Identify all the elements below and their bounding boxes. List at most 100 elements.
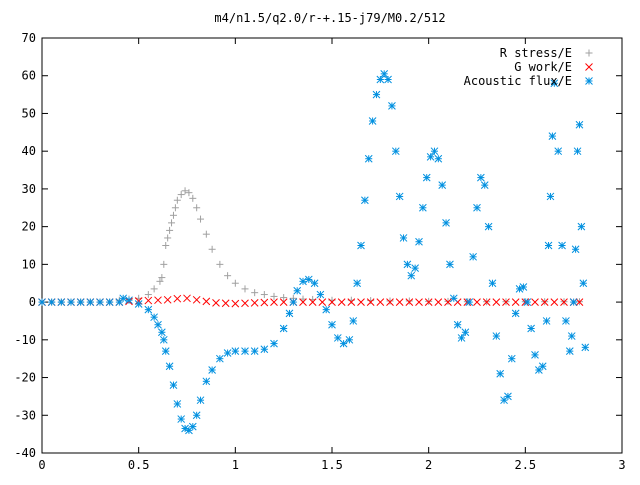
data-point [548,132,557,140]
x-tick-label: 2 [425,458,432,472]
data-point [384,75,392,84]
x-tick-label: 0 [38,458,45,472]
y-tick-label: -30 [14,408,36,422]
data-point [531,298,539,306]
data-point [565,347,574,355]
y-tick-label: 60 [22,69,36,83]
data-point [395,192,404,201]
x-tick-label: 3 [618,458,625,472]
data-point [250,347,259,355]
data-point [511,298,520,306]
data-point [185,189,193,197]
data-point [349,317,358,325]
data-point [419,203,427,212]
data-point [386,297,394,305]
chart-title: m4/n1.5/q2.0/r-+.15-j79/M0.2/512 [214,11,445,25]
data-point [192,295,201,304]
data-point [154,296,162,305]
data-point [502,298,510,306]
data-point [425,297,433,305]
data-point [465,298,474,306]
data-point [328,320,336,329]
data-point [304,275,313,284]
data-point [560,298,568,306]
data-point [280,294,288,302]
data-point [538,362,547,371]
data-point [422,173,431,182]
data-point [241,347,249,355]
data-point [212,298,220,307]
data-point [391,147,400,156]
data-point [285,309,294,318]
data-point [430,147,439,156]
data-point [347,298,356,306]
data-point [337,298,346,306]
data-point [158,274,166,282]
data-point [438,181,447,189]
data-point [160,260,168,268]
data-point [221,299,230,308]
data-point [507,354,516,363]
y-tick-label: -40 [14,446,36,460]
data-point [550,79,559,88]
data-point [403,260,412,269]
data-point [453,320,462,329]
data-point [173,294,182,303]
y-tick-label: -20 [14,371,36,385]
data-point [216,260,224,268]
data-point [368,117,377,125]
data-point [523,298,532,306]
legend-marker [585,63,593,71]
data-point [181,187,189,195]
data-point [405,298,414,306]
data-point [241,299,249,308]
data-point [316,290,325,299]
plot-frame [41,37,623,454]
data-point [162,242,170,249]
data-point [567,332,576,340]
y-tick-label: 50 [22,106,36,120]
data-point [231,347,240,355]
data-point [345,335,354,344]
legend-marker [585,49,593,57]
x-tick-label: 1.5 [321,458,343,472]
data-point [519,283,528,291]
x-tick-label: 0.5 [128,458,150,472]
data-point [372,90,381,99]
data-point [224,272,232,280]
data-point [177,415,186,423]
data-point [492,298,501,306]
data-point [554,147,563,156]
data-point [571,245,580,254]
data-point [444,298,452,306]
y-tick-label: 30 [22,182,36,196]
data-point [573,147,582,156]
data-point [231,299,240,308]
data-point [134,300,143,308]
data-point [544,241,553,250]
data-point [177,191,185,199]
data-point [208,245,216,253]
data-point [442,219,450,227]
data-point [473,298,481,306]
data-point [208,366,216,374]
data-point [562,317,570,325]
data-point [579,279,588,288]
data-point [477,173,485,182]
data-point [223,349,232,357]
data-point [488,279,497,288]
legend-label: G work/E [514,60,572,74]
data-point [144,305,153,314]
data-point [380,69,389,78]
data-point [540,298,549,306]
x-tick-label: 2.5 [514,458,536,472]
data-point [96,298,104,306]
data-point [469,252,477,261]
data-point [119,294,128,303]
data-point [260,291,268,299]
data-point [173,196,181,204]
data-point [270,339,278,348]
data-point [484,222,493,231]
y-tick-label: 40 [22,144,36,158]
